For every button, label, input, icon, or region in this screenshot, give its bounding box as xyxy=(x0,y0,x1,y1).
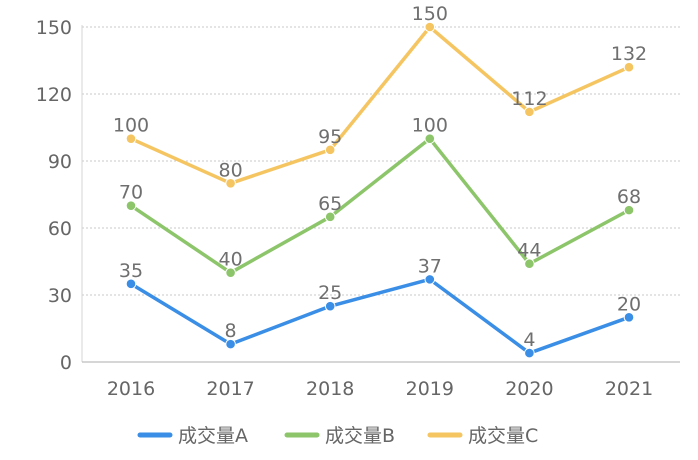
data-label: 100 xyxy=(412,115,448,137)
x-tick-label: 2018 xyxy=(306,378,354,400)
data-point[interactable] xyxy=(125,200,137,211)
legend: 成交量A 成交量B 成交量C xyxy=(137,425,538,447)
data-point[interactable] xyxy=(125,133,137,144)
grid-lines xyxy=(82,26,680,296)
data-point[interactable] xyxy=(225,267,236,278)
data-point[interactable] xyxy=(524,258,535,270)
y-axis: 0 30 60 90 120 150 xyxy=(36,17,83,374)
series-line xyxy=(129,136,631,275)
data-point[interactable] xyxy=(324,144,336,156)
series-layer: 35 8 25 37 4 20 70 40 65 100 44 68 100 80 95 150 112 132 xyxy=(113,3,647,359)
y-tick-label: 30 xyxy=(48,285,72,307)
data-label: 20 xyxy=(617,293,641,315)
y-tick-label: 0 xyxy=(60,352,72,374)
legend-label: 成交量B xyxy=(325,425,395,447)
x-tick-label: 2016 xyxy=(107,378,155,400)
data-label: 95 xyxy=(318,126,342,148)
data-point[interactable] xyxy=(524,106,535,118)
data-label: 150 xyxy=(412,3,448,25)
legend-label: 成交量A xyxy=(178,425,248,447)
data-point[interactable] xyxy=(524,347,535,359)
x-tick-label: 2020 xyxy=(505,378,553,400)
data-point[interactable] xyxy=(424,274,436,285)
legend-item[interactable]: 成交量B xyxy=(284,425,395,447)
series-line xyxy=(129,277,631,355)
series-1: 35 8 25 37 4 20 xyxy=(119,255,641,359)
data-point[interactable] xyxy=(623,61,635,73)
x-tick-label: 2021 xyxy=(605,378,653,400)
legend-item[interactable]: 成交量C xyxy=(427,425,538,447)
x-axis: 2016 2017 2018 2019 2020 2021 xyxy=(82,361,680,400)
series-line xyxy=(129,25,631,186)
y-tick-label: 120 xyxy=(36,84,72,106)
data-point[interactable] xyxy=(225,338,236,350)
data-label: 35 xyxy=(119,260,143,282)
data-point[interactable] xyxy=(424,21,436,33)
data-label: 80 xyxy=(219,159,243,181)
data-label: 44 xyxy=(517,240,541,262)
data-point[interactable] xyxy=(424,133,436,144)
legend-label: 成交量C xyxy=(468,425,538,447)
data-point[interactable] xyxy=(225,178,236,189)
data-point[interactable] xyxy=(623,312,635,323)
data-label: 132 xyxy=(611,43,647,65)
data-label: 70 xyxy=(119,182,143,204)
data-point[interactable] xyxy=(623,204,635,216)
y-tick-label: 60 xyxy=(48,218,72,240)
y-tick-label: 90 xyxy=(48,151,72,173)
data-point[interactable] xyxy=(324,300,336,312)
data-label: 40 xyxy=(219,249,243,271)
series-2: 70 40 65 100 44 68 xyxy=(119,115,641,278)
data-label: 25 xyxy=(318,282,342,304)
data-label: 68 xyxy=(617,186,641,208)
x-tick-label: 2017 xyxy=(206,378,254,400)
data-label: 65 xyxy=(318,193,342,215)
legend-item[interactable]: 成交量A xyxy=(137,425,248,447)
data-label: 37 xyxy=(418,255,442,277)
data-point[interactable] xyxy=(324,211,336,223)
data-point[interactable] xyxy=(125,278,137,290)
series-3: 100 80 95 150 112 132 xyxy=(113,3,647,189)
y-tick-label: 150 xyxy=(36,17,72,39)
data-label: 8 xyxy=(225,320,237,342)
data-label: 100 xyxy=(113,115,149,137)
data-label: 112 xyxy=(511,88,547,110)
x-tick-label: 2019 xyxy=(406,378,454,400)
data-label: 4 xyxy=(523,329,535,351)
